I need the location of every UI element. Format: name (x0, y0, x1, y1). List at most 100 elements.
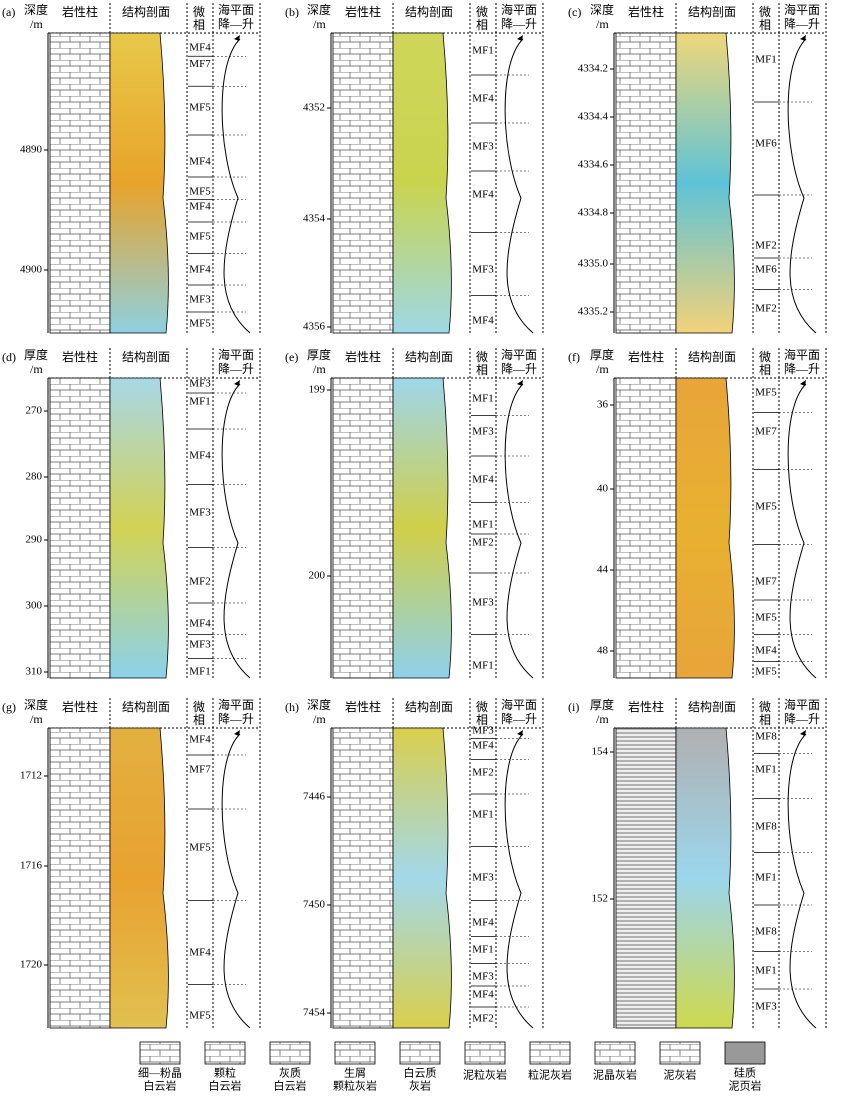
depth-tick-label: 4334.4 (578, 111, 609, 123)
arrow-head (800, 730, 806, 736)
facies-label: MF1 (472, 519, 493, 531)
legend-label: 泥粒灰岩 (463, 1068, 507, 1082)
column-header: 微相 (476, 5, 488, 32)
arrow-head (517, 35, 523, 41)
facies-label: MF5 (189, 1010, 211, 1022)
structure-profile (392, 727, 452, 1029)
column-header: 降—升 (501, 362, 537, 376)
facies-label: MF2 (472, 767, 493, 779)
legend-label: 粒泥灰岩 (528, 1068, 572, 1082)
depth-tick-label: 310 (26, 666, 43, 678)
facies-header-2: 相 (193, 18, 205, 32)
facies-header-1: 微 (476, 350, 488, 364)
facies-header-1: 微 (759, 5, 771, 19)
column-header: 结构剖面 (405, 4, 453, 19)
legend-label: 白云质 (404, 1066, 437, 1080)
column-header: 岩性柱 (345, 699, 381, 714)
structure-profile (109, 377, 169, 679)
legend-swatch (659, 1041, 701, 1065)
depth-header: 深度 (24, 697, 48, 712)
facies-label: MF3 (189, 507, 211, 519)
legend-label: 泥晶灰岩 (593, 1068, 637, 1082)
depth-tick-label: 4354 (303, 213, 326, 225)
facies-label: MF4 (472, 474, 494, 486)
facies-label: MF5 (755, 612, 777, 624)
facies-label: MF2 (755, 240, 776, 252)
column-header: 海平面 (784, 347, 820, 362)
facies-label: MF4 (189, 42, 211, 54)
facies-header-2: 相 (759, 18, 771, 32)
panel-label: (a) (2, 5, 15, 19)
facies-label: MF4 (472, 917, 494, 929)
facies-label: MF7 (189, 58, 211, 70)
facies-label: MF2 (755, 303, 776, 315)
column-header: 降—升 (501, 17, 537, 31)
depth-header: 深度 (307, 2, 331, 17)
column-header: 结构剖面 (688, 699, 736, 714)
sea-level-curve (504, 733, 534, 1029)
facies-header-1: 微 (476, 5, 488, 19)
depth-unit: /m (313, 17, 326, 31)
facies-header-1: 微 (476, 700, 488, 714)
column-header: 海平面 (784, 2, 820, 17)
column-header: 结构剖面 (122, 4, 170, 19)
depth-tick-label: 1716 (20, 860, 43, 872)
arrow-head (517, 380, 523, 386)
facies-label: MF1 (755, 965, 776, 977)
column-header: 微相 (759, 700, 771, 727)
facies-header-2: 相 (759, 363, 771, 377)
facies-label: MF5 (755, 501, 777, 513)
facies-label: MF6 (755, 138, 777, 150)
structure-profile (392, 32, 452, 334)
depth-tick-label: 1720 (20, 959, 43, 971)
facies-label: MF3 (472, 264, 494, 276)
facies-header-1: 微 (759, 700, 771, 714)
legend-swatch (529, 1041, 571, 1065)
facies-label: MF7 (189, 764, 211, 776)
facies-label: MF7 (755, 576, 777, 588)
facies-header-2: 相 (476, 713, 488, 727)
facies-label: MF1 (472, 45, 493, 57)
facies-header-2: 相 (476, 363, 488, 377)
facies-header-1: 微 (193, 700, 205, 714)
sea-level-curve (787, 733, 817, 1029)
legend-label: 白云岩 (274, 1079, 307, 1093)
column-header: 降—升 (784, 17, 820, 31)
column-header: 岩性柱 (628, 349, 664, 364)
panel-label: (h) (285, 700, 299, 714)
facies-header-2: 相 (759, 713, 771, 727)
column-header: 海平面 (501, 697, 537, 712)
facies-label: MF3 (189, 378, 211, 390)
arrow-head (234, 380, 240, 386)
facies-label: MF4 (189, 201, 211, 213)
sea-level-curve (221, 383, 251, 679)
legend-label: 颗粒 (214, 1066, 236, 1080)
structure-profile (675, 727, 735, 1029)
facies-label: MF4 (189, 156, 211, 168)
facies-label: MF4 (189, 734, 211, 746)
facies-label: MF4 (472, 93, 494, 105)
facies-header-2: 相 (193, 713, 205, 727)
facies-label: MF1 (472, 393, 493, 405)
facies-label: MF4 (472, 740, 494, 752)
arrow-head (234, 35, 240, 41)
legend-label: 泥灰岩 (664, 1068, 697, 1082)
facies-label: MF5 (189, 231, 211, 243)
facies-label: MF3 (472, 597, 494, 609)
column-header: 海平面 (784, 697, 820, 712)
arrow-head (800, 35, 806, 41)
facies-label: MF1 (755, 54, 776, 66)
lithology-column (332, 32, 394, 334)
depth-tick-label: 4334.6 (578, 159, 609, 171)
column-header: 微相 (193, 700, 205, 727)
facies-label: MF3 (755, 1001, 777, 1013)
depth-tick-label: 280 (26, 471, 43, 483)
structure-profile (675, 377, 735, 679)
depth-tick-label: 4890 (20, 144, 43, 156)
structure-profile (392, 377, 452, 679)
legend-label: 白云岩 (209, 1079, 242, 1093)
column-header: 微相 (476, 700, 488, 727)
